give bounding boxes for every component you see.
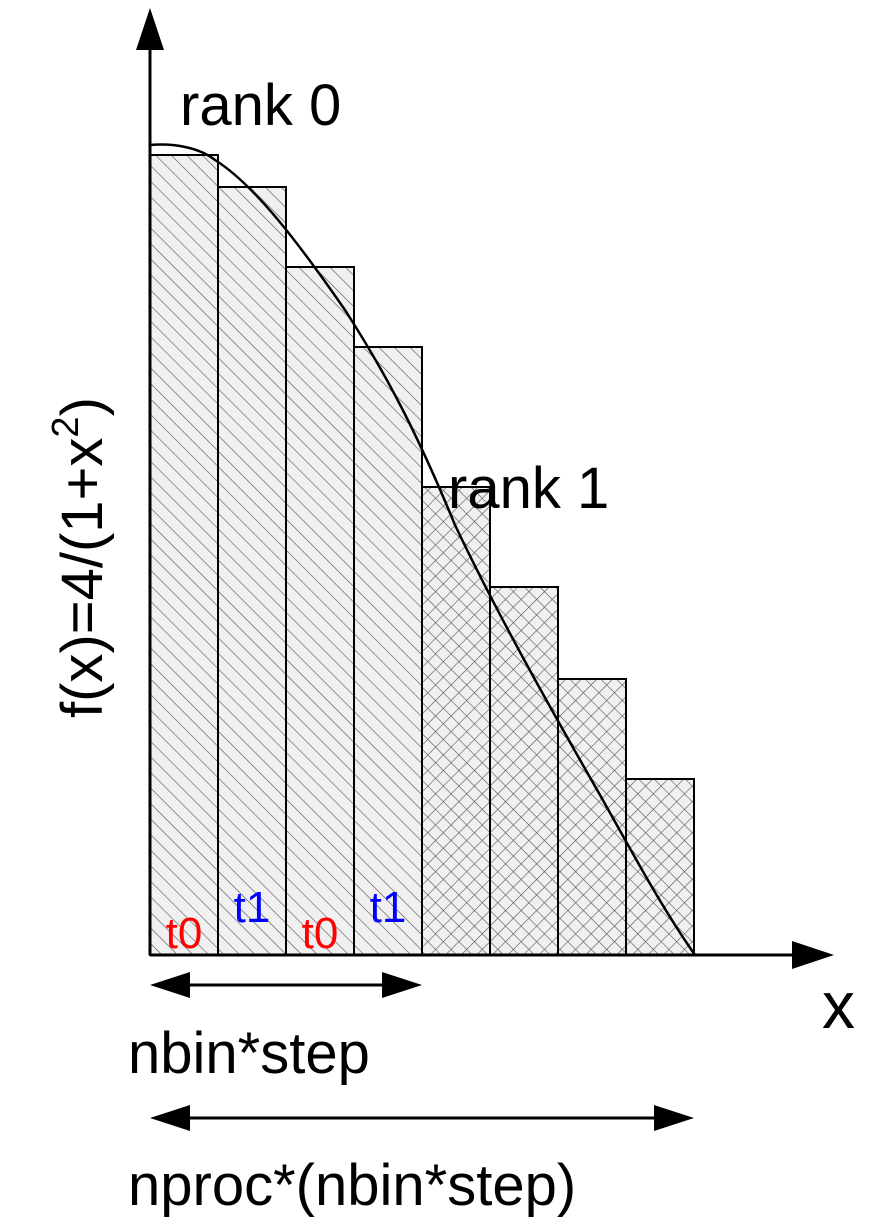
thread-label-t1: t1 — [370, 883, 407, 932]
span-long-right-arrowhead — [654, 1105, 694, 1131]
bars-group: t0 t1 t0 t1 — [149, 154, 695, 958]
bar-rank1-7 — [557, 678, 627, 956]
span-long-left-arrowhead — [150, 1105, 190, 1131]
span-short-right-arrowhead — [382, 972, 422, 998]
x-axis-label: x — [822, 968, 855, 1042]
y-axis-label: f(x)=4/(1+x2) — [45, 397, 115, 718]
x-axis-arrowhead — [792, 941, 834, 969]
bar-rank0-1 — [149, 154, 219, 956]
bar-rank1-5 — [421, 486, 491, 956]
thread-label-t0: t0 — [302, 909, 339, 958]
function-curve — [149, 143, 697, 956]
span-short-label: nbin*step — [128, 1021, 370, 1086]
bar-rank1-8 — [625, 778, 695, 956]
rank-1-label: rank 1 — [448, 456, 609, 521]
rank-0-label: rank 0 — [180, 73, 341, 138]
bar-rank0-3 — [285, 266, 355, 956]
thread-label-t1: t1 — [234, 883, 271, 932]
y-axis-label-main: f(x)=4/(1+x — [50, 438, 115, 718]
y-axis-arrowhead — [136, 8, 164, 50]
bar-rank0-4 — [353, 346, 423, 956]
y-axis-label-close: ) — [50, 397, 115, 416]
span-long-label: nproc*(nbin*step) — [128, 1153, 576, 1218]
span-short-left-arrowhead — [150, 972, 190, 998]
y-axis-label-superscript: 2 — [45, 416, 87, 437]
bar-rank0-2 — [217, 186, 287, 956]
thread-label-t0: t0 — [166, 909, 203, 958]
bar-rank1-6 — [489, 586, 559, 956]
